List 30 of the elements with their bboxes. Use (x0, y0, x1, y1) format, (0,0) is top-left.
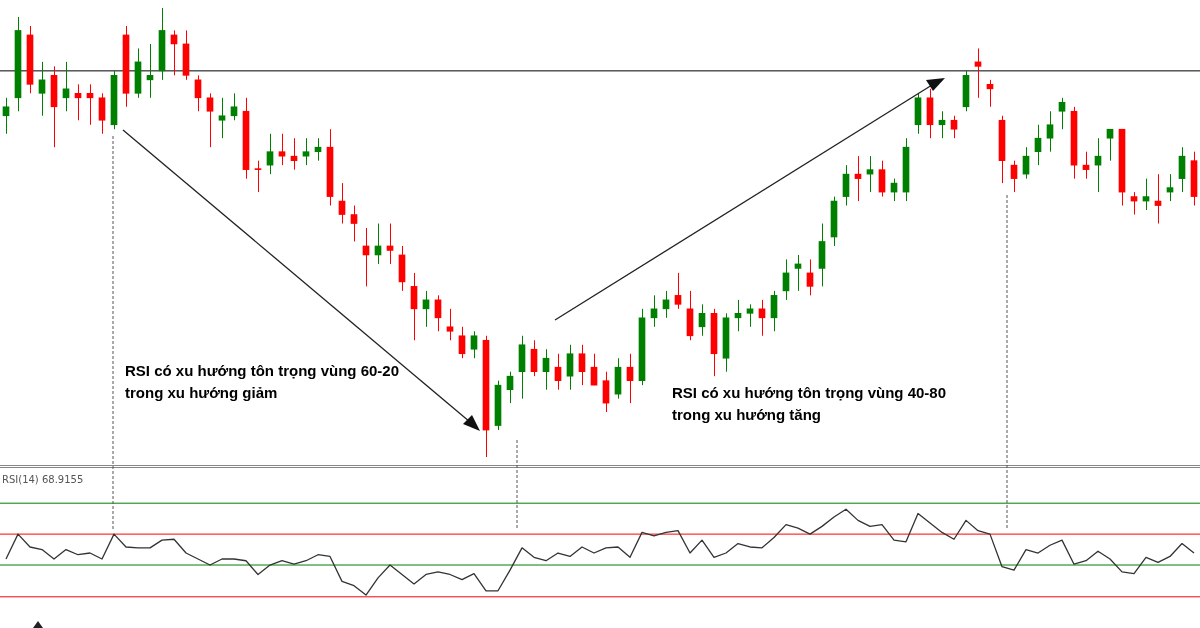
candlestick (1106, 128, 1114, 162)
candlestick (470, 330, 478, 359)
candlestick (218, 97, 226, 139)
candlestick (770, 290, 778, 332)
candlestick (410, 272, 418, 341)
candlestick (1058, 97, 1066, 130)
candlestick (446, 308, 454, 341)
candlestick (578, 344, 586, 386)
candlestick (278, 133, 286, 166)
candlestick (230, 92, 238, 121)
candlestick (530, 339, 538, 377)
candlestick (674, 272, 682, 310)
candlestick (350, 205, 358, 242)
candlestick (2, 97, 10, 135)
candlestick (458, 326, 466, 359)
annotation: RSI có xu hướng tôn trọng vùng 60-20 trong xu hướng giảm (125, 362, 400, 402)
candlestick (842, 164, 850, 207)
candlestick (1178, 146, 1186, 193)
candlestick (878, 160, 886, 198)
candlestick (206, 92, 214, 148)
chart-title: RSI(14) 68.9155 (2, 474, 84, 485)
candlestick (950, 115, 958, 139)
candlestick (602, 371, 610, 413)
candlestick (1046, 110, 1054, 153)
candlestick (302, 137, 310, 166)
candlestick (254, 160, 262, 193)
candlestick (62, 61, 70, 112)
candlestick (566, 344, 574, 391)
candlestick (98, 92, 106, 135)
annotation: RSI có xu hướng tôn trọng vùng 40-80 trong xu hướng tăng (672, 384, 947, 424)
